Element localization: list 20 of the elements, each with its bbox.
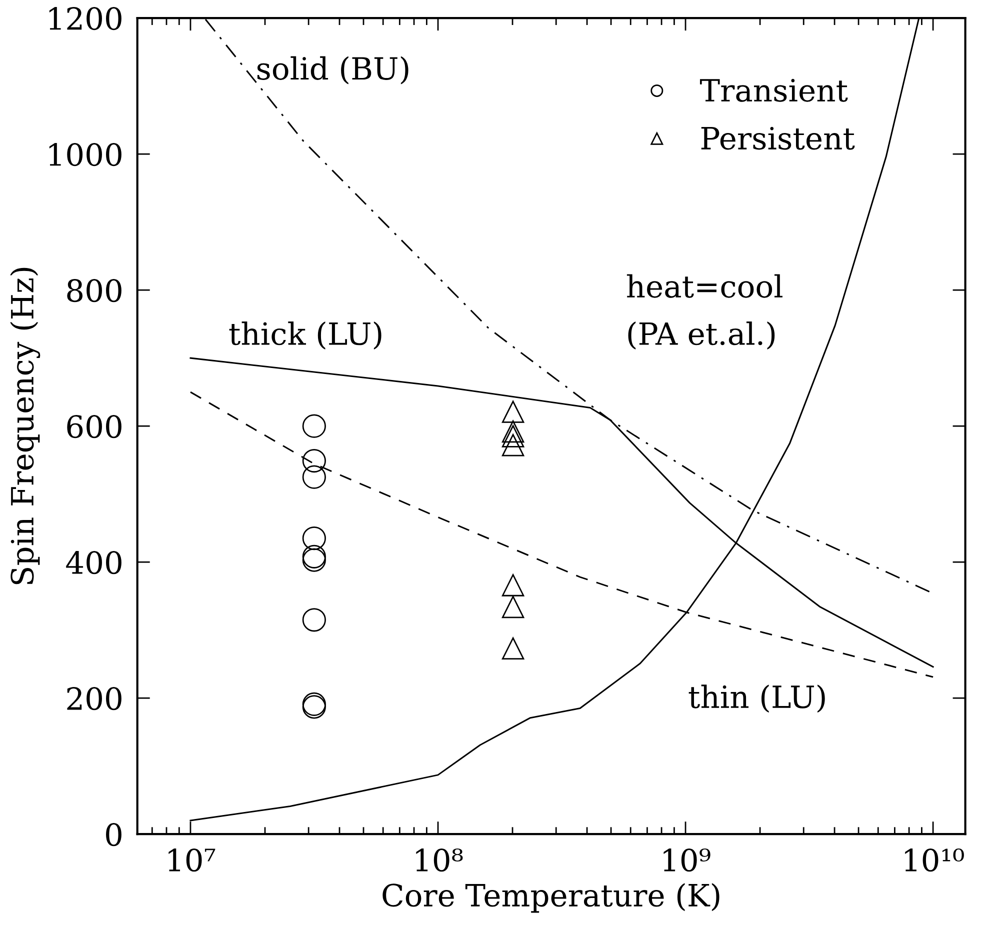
y-tick-label: 1000 xyxy=(49,142,122,166)
x-tick-label: 10¹⁰ xyxy=(905,848,964,872)
x-tick-label: 10⁷ xyxy=(168,848,216,872)
x-tick-label: 10⁸ xyxy=(416,848,463,872)
y-tick-label: 200 xyxy=(67,687,122,710)
legend-label: Transient xyxy=(700,78,848,102)
annotation: heat=cool xyxy=(626,274,782,298)
x-axis-title: Core Temperature (K) xyxy=(382,883,720,913)
annotation: (PA et.al.) xyxy=(628,322,775,350)
annotation: solid (BU) xyxy=(257,56,408,84)
y-tick-label: 0 xyxy=(106,823,122,846)
y-tick-label: 600 xyxy=(67,415,122,438)
annotation: thick (LU) xyxy=(229,322,382,350)
annotation: thin (LU) xyxy=(688,684,825,713)
legend-label: Persistent xyxy=(701,126,855,150)
y-tick-label: 1200 xyxy=(49,6,122,30)
x-tick-label: 10⁹ xyxy=(664,848,710,872)
y-tick-label: 400 xyxy=(66,551,122,574)
y-tick-label: 800 xyxy=(67,278,122,302)
y-axis-title: Spin Frequency (Hz) xyxy=(10,268,40,584)
